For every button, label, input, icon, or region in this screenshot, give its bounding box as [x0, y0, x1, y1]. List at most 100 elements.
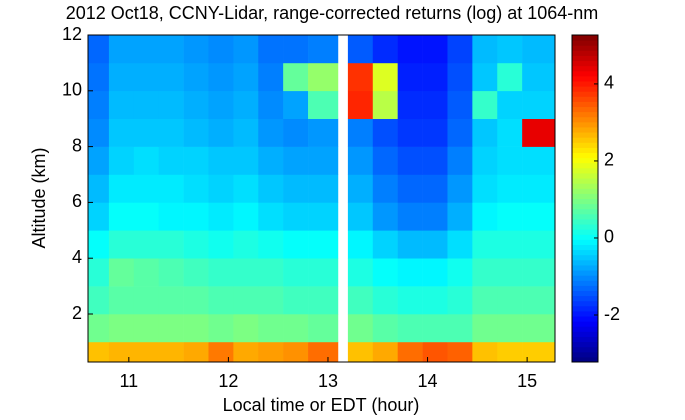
heat-cell [522, 258, 556, 287]
colorbar-segment [572, 285, 598, 291]
colorbar-segment [572, 300, 598, 307]
plot-frame [87, 34, 556, 363]
heat-cell [233, 230, 259, 259]
x-tick-label: 13 [318, 371, 338, 391]
heat-cell [108, 202, 135, 231]
heat-cell [472, 202, 498, 231]
colorbar-segment [572, 80, 598, 87]
heat-cell [447, 341, 473, 363]
heat-cell [208, 341, 234, 363]
colorbar-segment [572, 239, 598, 245]
heat-cell [183, 202, 209, 231]
heat-cell [497, 62, 523, 92]
heat-cell [133, 202, 159, 231]
heat-cell [422, 146, 448, 175]
colorbar-segment [572, 55, 598, 62]
heat-cell [283, 202, 309, 231]
heat-cell [447, 230, 473, 259]
heat-cell [133, 118, 159, 147]
heat-cell [447, 174, 473, 203]
heat-cell [283, 286, 309, 315]
heat-cell [183, 341, 209, 363]
heat-cell [347, 258, 374, 287]
heat-cell [347, 146, 374, 175]
heat-cell [397, 258, 423, 287]
colorbar-segment [572, 270, 598, 276]
heat-cell [158, 202, 184, 231]
heat-cell [472, 90, 498, 120]
heat-cell [283, 174, 309, 203]
heat-cell [108, 230, 135, 259]
heat-cell [88, 341, 110, 363]
heat-cell [88, 202, 110, 231]
colorbar-segment [572, 147, 598, 154]
colorbar-segment [572, 178, 598, 184]
heat-cell [158, 62, 184, 92]
y-tick-label: 10 [62, 80, 82, 100]
heat-cell [472, 230, 498, 259]
heat-cell [158, 90, 184, 120]
heat-cell [447, 202, 473, 231]
heat-cell [133, 146, 159, 175]
heat-cell [397, 62, 423, 92]
heat-cell [233, 258, 259, 287]
heat-cell [158, 146, 184, 175]
colorbar-segment [572, 86, 598, 92]
x-tick-label: 11 [119, 371, 138, 391]
colorbar-segment [572, 91, 598, 97]
heat-cell [283, 341, 309, 363]
heat-cell [208, 286, 234, 315]
heat-cell [233, 118, 259, 147]
heat-cell [447, 146, 473, 175]
heat-cell [88, 174, 110, 203]
heat-cell [308, 62, 339, 92]
heat-cell [308, 341, 339, 363]
heat-cell [372, 286, 398, 315]
colorbar-segment [572, 295, 598, 302]
heat-cell [158, 314, 184, 343]
heat-cell [347, 118, 374, 147]
heat-cell [472, 314, 498, 343]
colorbar-tick-label: 4 [604, 73, 614, 93]
heat-cell [372, 314, 398, 343]
heat-cell [308, 174, 339, 203]
heat-cell [233, 341, 259, 363]
heat-cell [283, 146, 309, 175]
heat-cell [158, 286, 184, 315]
heat-cell [422, 314, 448, 343]
heat-cell [158, 118, 184, 147]
heat-cell [233, 146, 259, 175]
x-axis-label: Local time or EDT (hour) [223, 395, 420, 415]
heat-cell [397, 341, 423, 363]
heat-cell [522, 286, 556, 315]
colorbar-segment [572, 142, 598, 148]
heat-cell [422, 118, 448, 147]
colorbar-segment [572, 249, 598, 256]
heat-cell [258, 62, 284, 92]
colorbar-segment [572, 229, 598, 235]
heat-cell [497, 174, 523, 203]
heat-cell [397, 174, 423, 203]
heat-cell [522, 35, 556, 64]
heat-cell [88, 35, 110, 64]
heat-cell [397, 202, 423, 231]
colorbar-segment [572, 111, 598, 118]
colorbar-segment [572, 50, 598, 56]
heat-cell [347, 90, 374, 120]
heat-cell [447, 314, 473, 343]
heat-cell [283, 35, 309, 64]
heat-cell [88, 90, 110, 120]
colorbar-segment [572, 188, 598, 194]
colorbar-segment [572, 290, 598, 297]
heat-cell [283, 118, 309, 147]
heat-cell [347, 202, 374, 231]
colorbar-segment [572, 116, 598, 123]
heat-cell [347, 314, 374, 343]
heat-cell [233, 62, 259, 92]
heat-cell [472, 146, 498, 175]
heat-cell [88, 146, 110, 175]
heat-cell [133, 341, 159, 363]
y-axis-label: Altitude (km) [29, 147, 49, 248]
heat-cell [497, 202, 523, 231]
